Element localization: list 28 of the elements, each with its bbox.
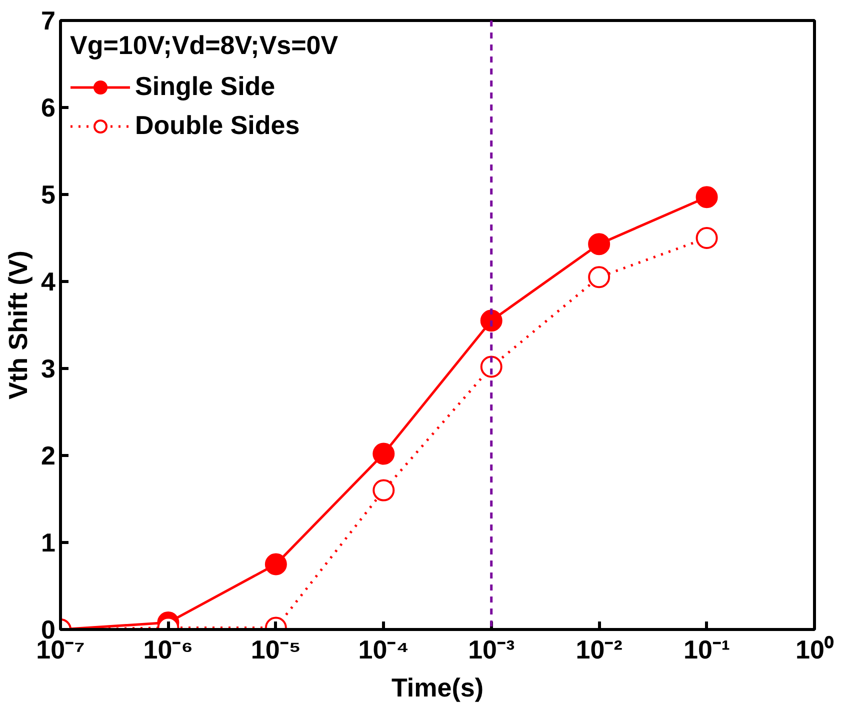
annotation: Vg=10V;Vd=8V;Vs=0V <box>70 30 338 61</box>
x-tick-label: 10⁻² <box>576 634 623 664</box>
x-tick-label: 10⁻⁶ <box>143 634 194 664</box>
point <box>372 479 395 502</box>
y-axis-title: Vth Shift (V) <box>3 250 34 400</box>
y-tick-label: 6 <box>41 92 56 122</box>
y-tick-label: 5 <box>41 180 56 210</box>
point <box>480 356 502 378</box>
point <box>588 233 610 256</box>
y-tick-label: 7 <box>41 6 56 36</box>
legend-label: Single Side <box>135 71 276 102</box>
point <box>696 227 718 249</box>
point <box>480 310 502 332</box>
point <box>696 186 718 208</box>
y-tick-label: 2 <box>41 440 56 470</box>
y-tick-label: 4 <box>41 266 56 296</box>
x-tick-label: 10⁰ <box>796 634 834 664</box>
point <box>588 266 610 288</box>
y-tick-label: 1 <box>41 528 56 558</box>
x-axis-title: Time(s) <box>392 672 484 702</box>
legend-label: Double Sides <box>135 110 300 141</box>
x-tick-label: 10⁻¹ <box>683 634 730 664</box>
x-tick-label: 10⁻³ <box>468 634 515 664</box>
point <box>372 442 395 465</box>
x-tick-label: 10⁻⁴ <box>358 634 410 664</box>
point <box>264 553 287 576</box>
y-tick-label: 3 <box>41 354 56 384</box>
x-tick-label: 10⁻⁵ <box>250 634 302 664</box>
